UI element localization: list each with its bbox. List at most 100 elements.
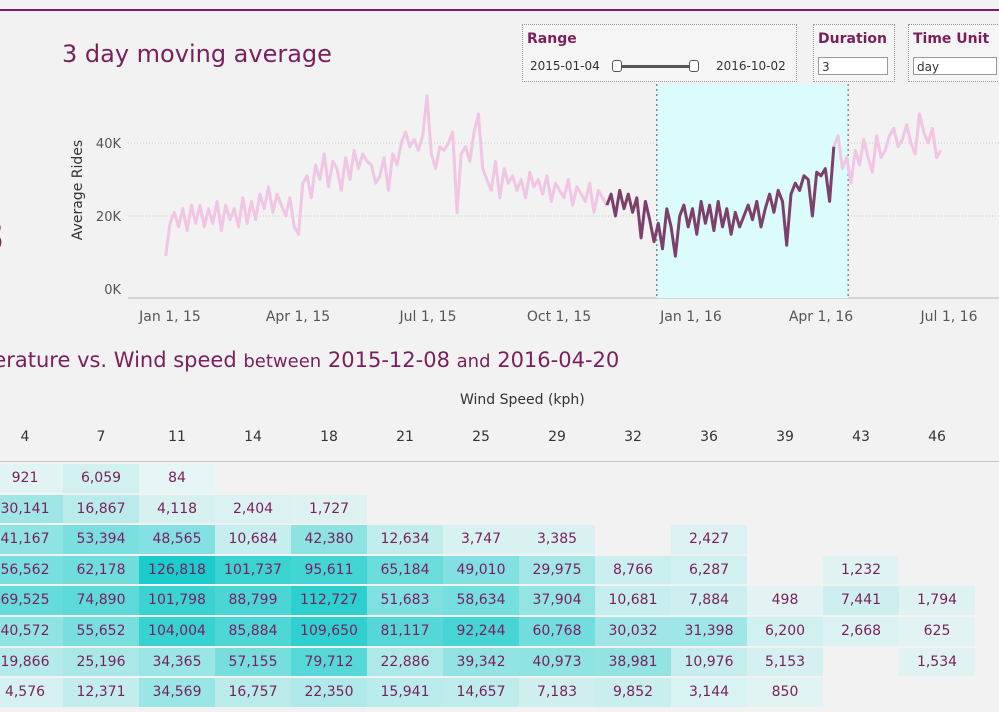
- heatmap-cell-empty: [519, 464, 595, 493]
- heatmap-cell[interactable]: 39,342: [443, 647, 519, 677]
- heatmap-cell[interactable]: 19,866: [0, 647, 63, 677]
- heatmap-cell[interactable]: 1,534: [899, 647, 975, 677]
- heatmap-cell[interactable]: 2,668: [823, 617, 899, 646]
- heatmap-cell[interactable]: 22,350: [291, 678, 367, 707]
- line-series-faded-before[interactable]: [164, 94, 609, 257]
- heatmap-cell[interactable]: 74,890: [63, 586, 139, 615]
- heatmap-cell[interactable]: 30,141: [0, 494, 63, 524]
- heatmap-cell[interactable]: 40,572: [0, 617, 63, 646]
- heatmap-cell[interactable]: 4,118: [139, 494, 215, 524]
- heatmap-cell[interactable]: 10,684: [215, 525, 291, 554]
- heatmap-cell[interactable]: 8,766: [595, 555, 671, 585]
- heatmap-cell[interactable]: 921: [0, 464, 63, 493]
- heatmap-cell[interactable]: 7,884: [671, 586, 747, 615]
- heatmap-cell[interactable]: 65,184: [367, 555, 443, 585]
- heatmap-cell[interactable]: 109,650: [291, 617, 367, 646]
- heatmap-end-date: 2016-04-20: [497, 348, 620, 372]
- heatmap-cell[interactable]: 12,371: [63, 678, 139, 707]
- heatmap-cell[interactable]: 9,852: [595, 678, 671, 707]
- heatmap-cell[interactable]: 3,144: [671, 678, 747, 707]
- heatmap-cell[interactable]: 2,427: [671, 525, 747, 554]
- heatmap-cell[interactable]: 625: [899, 617, 975, 646]
- heatmap-cell[interactable]: 51,683: [367, 586, 443, 615]
- heatmap-cell[interactable]: 29,975: [519, 555, 595, 585]
- heatmap-cell[interactable]: 57,155: [215, 647, 291, 677]
- x-tick-label: Oct 1, 15: [527, 309, 591, 325]
- heatmap-cell[interactable]: 16,867: [63, 494, 139, 524]
- heatmap-title-and: and: [456, 351, 491, 372]
- heatmap-cell[interactable]: 112,727: [291, 586, 367, 615]
- heatmap-cell[interactable]: 14,657: [443, 678, 519, 707]
- heatmap-cell[interactable]: 55,652: [63, 617, 139, 646]
- heatmap-cell[interactable]: 3,385: [519, 525, 595, 554]
- heatmap-cell[interactable]: 37,904: [519, 586, 595, 615]
- heatmap-cell[interactable]: 1,727: [291, 494, 367, 524]
- duration-input[interactable]: 3: [818, 57, 888, 75]
- heatmap-cell-empty: [899, 525, 975, 554]
- heatmap-cell[interactable]: 12,634: [367, 525, 443, 554]
- wind-speed-column-header: 11: [168, 429, 186, 445]
- heatmap-cell[interactable]: 34,569: [139, 678, 215, 707]
- range-slider-track[interactable]: [615, 65, 694, 68]
- heatmap-cell[interactable]: 5,153: [747, 647, 823, 677]
- heatmap-cell[interactable]: 81,117: [367, 617, 443, 646]
- heatmap-cell[interactable]: 101,798: [139, 586, 215, 615]
- heatmap-cell[interactable]: 58,634: [443, 586, 519, 615]
- heatmap-cell[interactable]: 1,794: [899, 586, 975, 615]
- range-end-handle[interactable]: [689, 60, 699, 72]
- heatmap-cell[interactable]: 60,768: [519, 617, 595, 646]
- heatmap-cell[interactable]: 104,004: [139, 617, 215, 646]
- heatmap-cell[interactable]: 38,981: [595, 647, 671, 677]
- heatmap-cell[interactable]: 1,232: [823, 555, 899, 585]
- heatmap-cell[interactable]: 15,941: [367, 678, 443, 707]
- wind-speed-column-header: 4: [20, 429, 30, 445]
- heatmap-cell[interactable]: 31,398: [671, 617, 747, 646]
- heatmap-cell[interactable]: 22,886: [367, 647, 443, 677]
- heatmap-cell[interactable]: 3,747: [443, 525, 519, 554]
- heatmap-cell[interactable]: 88,799: [215, 586, 291, 615]
- heatmap-cell[interactable]: 101,737: [215, 555, 291, 585]
- heatmap-cell[interactable]: 6,059: [63, 464, 139, 493]
- heatmap-cell[interactable]: 7,441: [823, 586, 899, 615]
- heatmap-cell[interactable]: 25,196: [63, 647, 139, 677]
- heatmap-cell[interactable]: 41,167: [0, 525, 63, 554]
- heatmap-cell[interactable]: 10,681: [595, 586, 671, 615]
- heatmap-cell-empty: [367, 464, 443, 493]
- heatmap-cell[interactable]: 42,380: [291, 525, 367, 554]
- heatmap-cell[interactable]: 34,365: [139, 647, 215, 677]
- heatmap-cell[interactable]: 126,818: [139, 555, 215, 585]
- heatmap-cell[interactable]: 49,010: [443, 555, 519, 585]
- heatmap-cell[interactable]: 69,525: [0, 586, 63, 615]
- heatmap-cell[interactable]: 40,973: [519, 647, 595, 677]
- heatmap-cell[interactable]: 10,976: [671, 647, 747, 677]
- heatmap-cell[interactable]: 85,884: [215, 617, 291, 646]
- heatmap-cell[interactable]: 53,394: [63, 525, 139, 554]
- heatmap-cell[interactable]: 48,565: [139, 525, 215, 554]
- heatmap-cell[interactable]: 92,244: [443, 617, 519, 646]
- heatmap-cell[interactable]: 6,200: [747, 617, 823, 646]
- wind-speed-column-header: 21: [396, 429, 414, 445]
- heatmap-cell[interactable]: 850: [747, 678, 823, 707]
- wind-speed-column-header: 36: [700, 429, 718, 445]
- line-series-faded-after[interactable]: [832, 112, 943, 185]
- duration-parameter: Duration 3: [813, 24, 895, 82]
- heatmap-cell[interactable]: 2,404: [215, 494, 291, 524]
- selected-range-band[interactable]: [656, 84, 849, 298]
- heatmap-cell[interactable]: 6,287: [671, 555, 747, 585]
- heatmap-cell[interactable]: 84: [139, 464, 215, 493]
- heatmap-cell[interactable]: 62,178: [63, 555, 139, 585]
- line-series-highlighted[interactable]: [605, 146, 836, 258]
- heatmap-cell[interactable]: 4,576: [0, 678, 63, 707]
- time-unit-select[interactable]: day: [913, 57, 997, 75]
- heatmap-cell[interactable]: 498: [747, 586, 823, 615]
- heatmap-cell[interactable]: 95,611: [291, 555, 367, 585]
- heatmap-cell[interactable]: 30,032: [595, 617, 671, 646]
- heatmap-cell[interactable]: 16,757: [215, 678, 291, 707]
- heatmap-cell[interactable]: 56,562: [0, 555, 63, 585]
- wind-speed-column-header: 7: [96, 429, 106, 445]
- heatmap-cell[interactable]: 79,712: [291, 647, 367, 677]
- wind-speed-column-header: 46: [928, 429, 946, 445]
- heatmap-cell-empty: [823, 648, 899, 677]
- range-start-handle[interactable]: [612, 60, 622, 72]
- heatmap-cell[interactable]: 7,183: [519, 678, 595, 707]
